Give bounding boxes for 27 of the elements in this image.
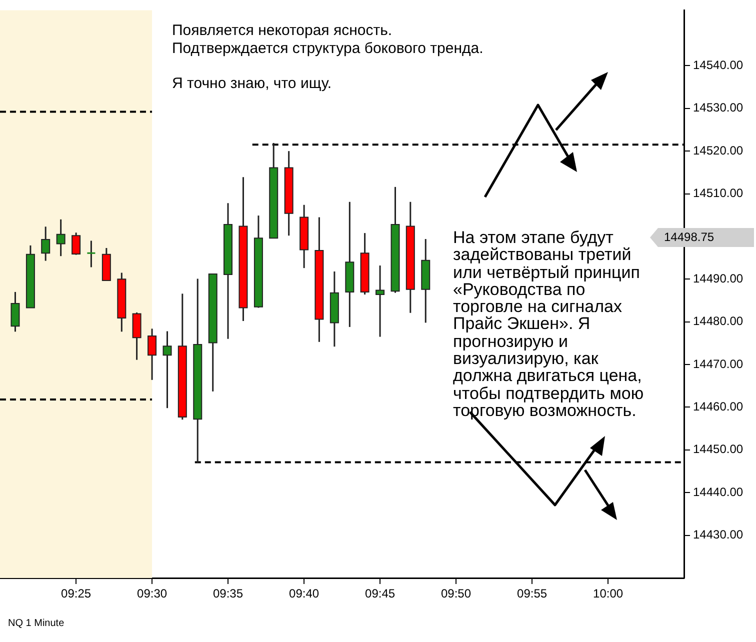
annotation: 14498.75 [664, 229, 714, 246]
y-tick-label: 14530.00 [693, 100, 744, 115]
y-tick-label: 14540.00 [693, 58, 744, 72]
annotation: Появляется некоторая ясность. [172, 22, 392, 40]
x-tick-label: 09:50 [440, 586, 472, 601]
x-tick-label: 10:00 [593, 586, 624, 601]
x-tick-label: 09:30 [137, 586, 168, 601]
text: NQ 1 Minute [8, 618, 64, 630]
y-tick-label: 14450.00 [693, 442, 744, 456]
y-tick-label: 14470.00 [693, 356, 744, 371]
y-tick-label: 14430.00 [693, 528, 744, 542]
y-tick-label: 14480.00 [693, 314, 744, 328]
x-tick-label: 09:35 [212, 586, 244, 601]
x-tick-label: 09:55 [517, 586, 548, 601]
price-tag: 14498.75 [650, 228, 754, 247]
y-tick-label: 14490.00 [693, 271, 744, 286]
x-tick-label: 09:45 [365, 586, 396, 601]
y-tick-label: 14520.00 [693, 143, 744, 158]
annotation: Подтверждается структура бокового тренда. [172, 40, 484, 58]
y-tick-label: 14440.00 [693, 484, 744, 499]
y-tick-label: 14510.00 [693, 186, 744, 200]
text: На этом этапе будут задействованы третий или четвёртый принцип «Руководства по торговле на сигналах Прайс Экшен». Я прогнозирую и визуализирую, как должна двигаться цена, чтобы подтвердить мою торговую возможность. [453, 228, 644, 420]
x-tick-label: 09:40 [289, 586, 320, 601]
annotation: Я точно знаю, что ищу. [172, 75, 332, 92]
x-tick-label: 09:25 [61, 586, 92, 601]
y-tick-label: 14460.00 [693, 400, 744, 414]
candlestick [86, 240, 96, 268]
